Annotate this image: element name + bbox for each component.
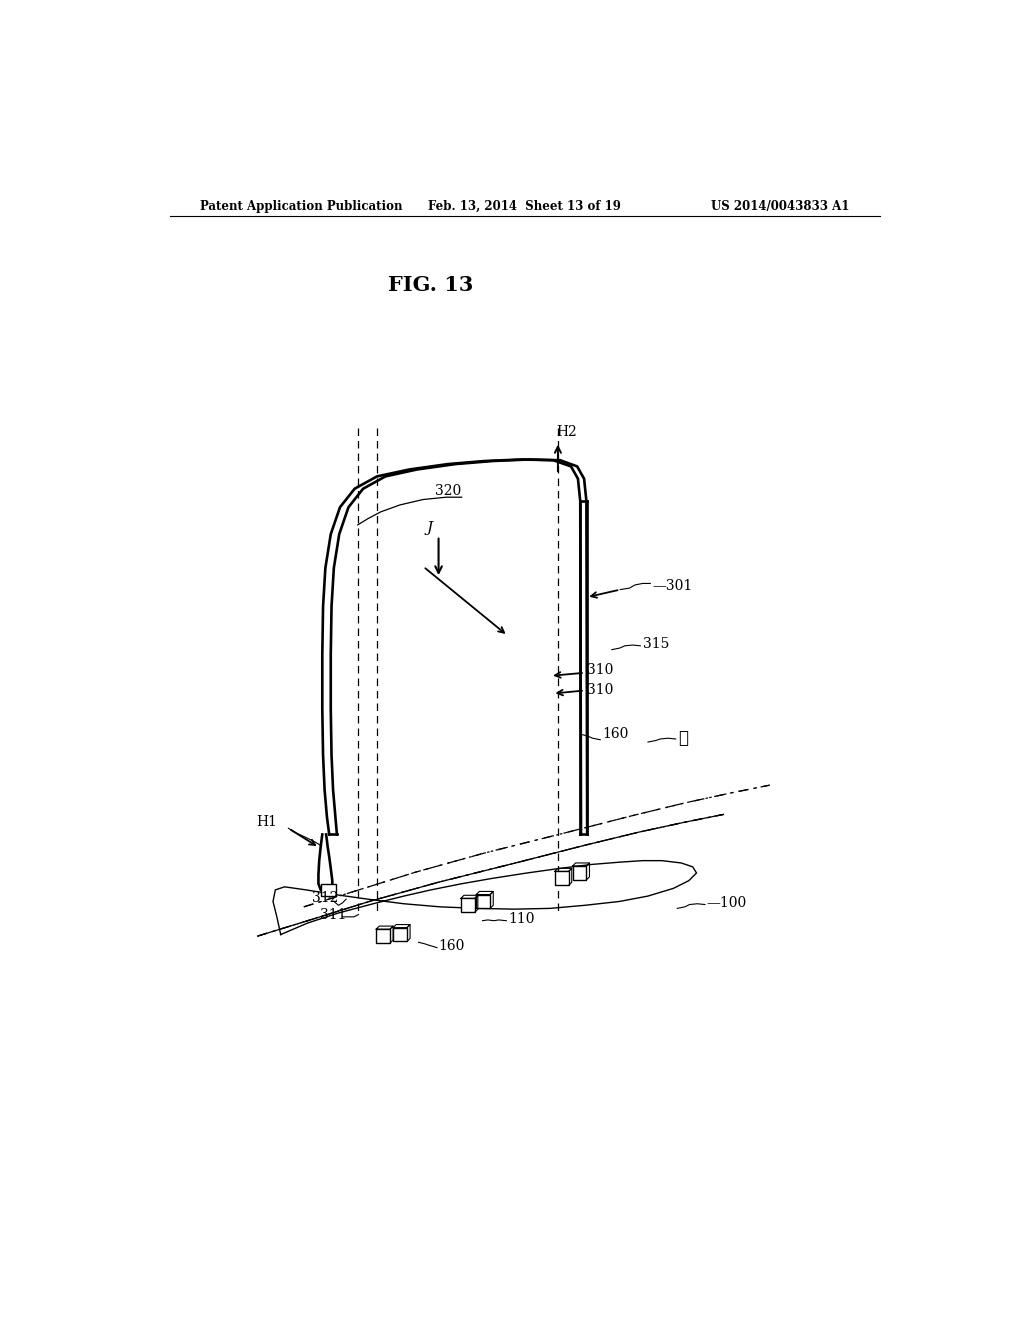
Bar [572,866,587,880]
Text: 110: 110 [508,912,535,927]
Text: 310: 310 [587,664,613,677]
Text: 310: 310 [587,682,613,697]
Text: H1: H1 [256,816,276,829]
Text: J: J [426,521,432,535]
Text: 311: 311 [319,908,346,923]
Text: Patent Application Publication: Patent Application Publication [200,199,402,213]
Bar [393,928,407,941]
Bar [461,899,475,912]
Text: 160: 160 [602,727,629,742]
Text: 160: 160 [438,939,465,953]
Text: US 2014/0043833 A1: US 2014/0043833 A1 [712,199,850,213]
Text: —301: —301 [652,578,693,593]
Bar [376,929,390,942]
Text: FIG. 13: FIG. 13 [388,276,473,296]
Text: 320: 320 [435,484,462,498]
Text: Feb. 13, 2014  Sheet 13 of 19: Feb. 13, 2014 Sheet 13 of 19 [428,199,622,213]
Bar [321,884,336,896]
Text: 315: 315 [643,636,669,651]
Text: —100: —100 [707,896,746,909]
Bar [476,895,490,908]
Bar [555,871,568,886]
Text: ℓ: ℓ [678,730,688,747]
Text: H2: H2 [556,425,577,438]
Text: 312: 312 [312,891,339,904]
